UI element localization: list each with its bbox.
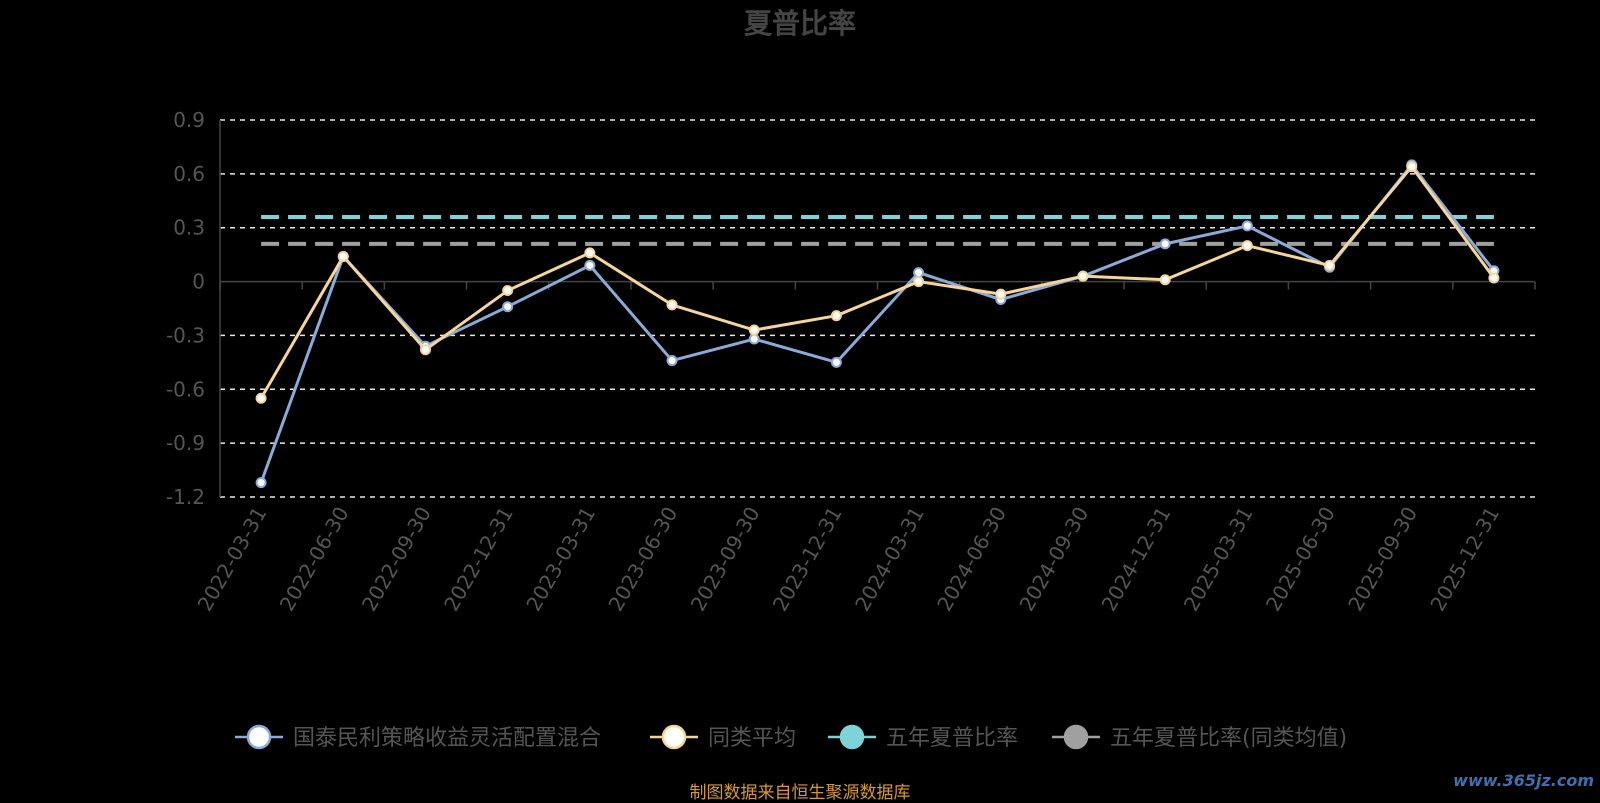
x-tick-label: 2024-12-31 <box>1097 503 1176 616</box>
y-tick-label: -0.9 <box>166 431 205 455</box>
series-1-point <box>913 267 925 279</box>
legend-marker <box>1063 724 1089 750</box>
x-tick-label: 2024-09-30 <box>1014 503 1093 616</box>
series-1-point <box>502 301 514 313</box>
series-2-point <box>666 299 678 311</box>
legend-item-4[interactable]: 五年夏普比率(同类均值) <box>1052 724 1347 751</box>
legend-item-2[interactable]: 同类平均 <box>650 724 796 751</box>
series-2-point <box>419 344 431 356</box>
series-1-point <box>748 333 760 345</box>
x-tick-label: 2022-06-30 <box>275 503 354 616</box>
y-tick-label: 0.9 <box>173 108 205 132</box>
legend-label: 五年夏普比率(同类均值) <box>1110 726 1347 751</box>
x-tick-label: 2024-03-31 <box>850 503 929 616</box>
legend-marker <box>839 724 865 750</box>
legend-item-1[interactable]: 国泰民利策略收益灵活配置混合 <box>235 724 601 751</box>
series-2-point <box>337 250 349 262</box>
series-2-point <box>1159 274 1171 286</box>
series-2-point <box>913 276 925 288</box>
watermark: www.365jz.com <box>1453 771 1594 790</box>
series-2-point <box>584 247 596 259</box>
grid <box>220 119 1535 498</box>
series-1-point <box>1241 220 1253 232</box>
series-lines <box>255 159 1500 489</box>
series-line-2 <box>259 165 1496 400</box>
y-tick-label: -0.3 <box>166 323 205 347</box>
series-line-1 <box>259 163 1496 484</box>
series-2-point <box>1077 270 1089 282</box>
x-tick-label: 2025-06-30 <box>1261 503 1340 616</box>
legend-marker <box>661 724 687 750</box>
y-tick-label: -1.2 <box>166 485 205 509</box>
legend[interactable]: 国泰民利策略收益灵活配置混合 同类平均 五年夏普比率 五年夏普比率(同类均值) <box>235 724 1347 751</box>
x-tick-label: 2023-12-31 <box>768 503 847 616</box>
x-tick-label: 2022-03-31 <box>193 503 272 616</box>
series-1-point <box>584 259 596 271</box>
series-2-point <box>1488 272 1500 284</box>
series-1-point <box>1159 238 1171 250</box>
x-tick-label: 2022-12-31 <box>439 503 518 616</box>
series-2-point <box>1324 259 1336 271</box>
legend-label: 同类平均 <box>708 726 796 751</box>
y-tick-label: -0.6 <box>166 377 205 401</box>
x-tick-label: 2022-09-30 <box>357 503 436 616</box>
series-1-point <box>255 477 267 489</box>
legend-item-3[interactable]: 五年夏普比率 <box>828 724 1018 751</box>
series-2-point <box>1241 240 1253 252</box>
source-note: 制图数据来自恒生聚源数据库 <box>689 783 911 803</box>
chart-title: 夏普比率 <box>744 7 856 40</box>
series-1-point <box>666 355 678 367</box>
y-tick-label: 0.6 <box>173 162 205 186</box>
series-2-point <box>502 285 514 297</box>
series-2-point <box>830 310 842 322</box>
x-tick-label: 2023-03-31 <box>521 503 600 616</box>
legend-marker <box>246 724 272 750</box>
y-tick-label: 0.3 <box>173 216 205 240</box>
y-tick-label: 0 <box>192 270 205 294</box>
series-1-point <box>830 356 842 368</box>
legend-label: 国泰民利策略收益灵活配置混合 <box>293 726 601 751</box>
legend-label: 五年夏普比率 <box>886 726 1018 751</box>
x-tick-label: 2024-06-30 <box>932 503 1011 616</box>
series-2-point <box>748 324 760 336</box>
x-tick-label: 2025-03-31 <box>1179 503 1258 616</box>
x-tick-label: 2023-09-30 <box>686 503 765 616</box>
x-tick-label: 2023-06-30 <box>603 503 682 616</box>
reference-lines <box>261 214 1494 246</box>
series-2-point <box>1406 161 1418 173</box>
x-tick-label: 2025-12-31 <box>1425 503 1504 616</box>
series-2-point <box>995 288 1007 300</box>
x-tick-label: 2025-09-30 <box>1343 503 1422 616</box>
series-2-point <box>255 392 267 404</box>
